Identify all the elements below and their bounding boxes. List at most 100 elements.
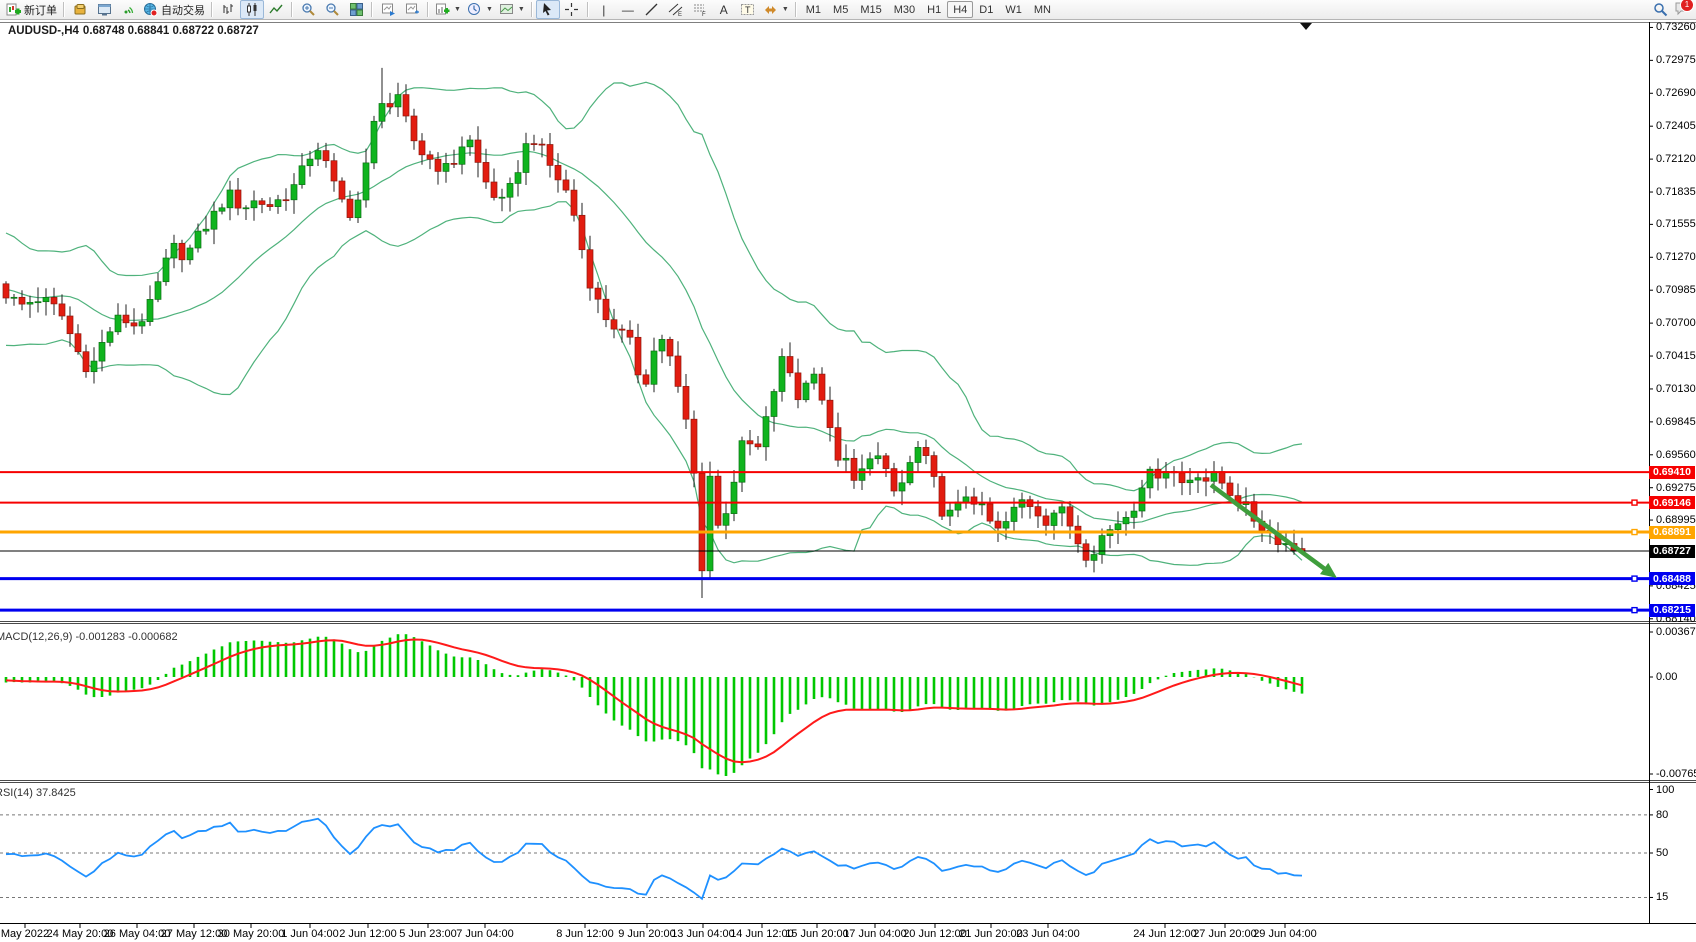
candle[interactable] (578, 214, 586, 251)
candle[interactable] (210, 210, 218, 230)
candle[interactable] (242, 207, 250, 210)
candle[interactable] (330, 160, 338, 182)
bar-shift-marker[interactable] (1300, 23, 1312, 30)
candle[interactable] (378, 103, 386, 122)
candle[interactable] (1114, 523, 1122, 530)
candle[interactable] (842, 457, 850, 461)
candle[interactable] (866, 458, 874, 470)
candle[interactable] (698, 472, 706, 572)
candle[interactable] (266, 204, 274, 207)
candle[interactable] (730, 481, 738, 514)
candle[interactable] (674, 355, 682, 387)
candle[interactable] (930, 455, 938, 477)
candle[interactable] (274, 199, 282, 207)
candle[interactable] (690, 418, 698, 474)
zoom-out-button[interactable] (320, 0, 344, 19)
zoom-in-button[interactable] (296, 0, 320, 19)
template-button[interactable]: ▼ (496, 0, 528, 19)
candle[interactable] (306, 158, 314, 167)
candle[interactable] (178, 242, 186, 261)
candle[interactable] (618, 328, 626, 331)
timeframe-button-H4[interactable]: H4 (947, 1, 974, 18)
candle[interactable] (50, 297, 58, 305)
bollinger-middle[interactable] (5, 150, 1303, 524)
candle[interactable] (514, 172, 522, 184)
vertical-line-button[interactable]: | (592, 0, 616, 19)
gold-cube-button[interactable] (68, 0, 92, 19)
candle[interactable] (282, 199, 290, 202)
new-order-button[interactable]: 新订单 (3, 0, 60, 19)
search-icon[interactable] (1653, 2, 1668, 17)
candle[interactable] (754, 443, 762, 448)
candle[interactable] (682, 386, 690, 420)
candle[interactable] (890, 468, 898, 492)
channel-button[interactable]: E (664, 0, 688, 19)
candle[interactable] (58, 303, 66, 317)
chart-shift-button[interactable] (400, 0, 424, 19)
autotrade-button[interactable]: 自动交易 (140, 0, 208, 19)
candle[interactable] (1090, 554, 1098, 561)
candle[interactable] (290, 184, 298, 201)
candle[interactable] (314, 150, 322, 160)
candle[interactable] (450, 163, 458, 165)
cursor-button[interactable] (535, 0, 560, 19)
timeframe-button-MN[interactable]: MN (1033, 3, 1051, 16)
candle[interactable] (1130, 510, 1138, 518)
candle[interactable] (170, 242, 178, 259)
candle[interactable] (506, 183, 514, 198)
candle[interactable] (1050, 512, 1058, 526)
candle[interactable] (1186, 479, 1194, 484)
candle[interactable] (74, 333, 82, 353)
candle[interactable] (10, 296, 18, 299)
candle[interactable] (26, 302, 34, 305)
candle[interactable] (202, 228, 210, 232)
price-badge-0.68727[interactable]: 0.68727 (1649, 544, 1695, 558)
candle[interactable] (914, 447, 922, 463)
timeframe-button-M15[interactable]: M15 (860, 3, 882, 16)
candle[interactable] (146, 299, 154, 322)
candle[interactable] (90, 360, 98, 373)
candle[interactable] (66, 315, 74, 335)
candle[interactable] (666, 339, 674, 357)
tile-windows-button[interactable] (344, 0, 368, 19)
candle[interactable] (402, 94, 410, 117)
candle[interactable] (122, 314, 130, 324)
terminal-window-button[interactable] (92, 0, 116, 19)
fibonacci-button[interactable]: F (688, 0, 712, 19)
candle[interactable] (810, 373, 818, 384)
timeframe-button-M5[interactable]: M5 (833, 3, 849, 16)
candle[interactable] (858, 468, 866, 481)
candle[interactable] (354, 199, 362, 219)
candle[interactable] (898, 482, 906, 492)
trend-arrow-line[interactable] (1209, 483, 1331, 574)
timeframe-button-M1[interactable]: M1 (805, 3, 822, 16)
candle[interactable] (786, 356, 794, 374)
candle[interactable] (826, 399, 834, 428)
candle[interactable] (650, 350, 658, 385)
trend-arrow-head[interactable] (1319, 562, 1337, 578)
candle[interactable] (962, 496, 970, 503)
level-drag-handle[interactable] (1631, 575, 1638, 582)
candle[interactable] (802, 382, 810, 401)
level-drag-handle[interactable] (1631, 499, 1638, 506)
candle[interactable] (834, 427, 842, 461)
candle[interactable] (970, 496, 978, 505)
candle[interactable] (1226, 482, 1234, 496)
candle[interactable] (1098, 535, 1106, 555)
timeframe-button-H1[interactable]: H1 (927, 3, 942, 16)
period-button[interactable]: ▼ (464, 0, 496, 19)
candle[interactable] (362, 162, 370, 201)
candle[interactable] (466, 139, 474, 148)
candle[interactable] (418, 140, 426, 156)
candle[interactable] (226, 189, 234, 209)
candle[interactable] (1082, 543, 1090, 561)
candlestick-chart-button[interactable] (240, 0, 264, 19)
candle[interactable] (770, 391, 778, 417)
candle[interactable] (938, 476, 946, 517)
candle[interactable] (762, 416, 770, 448)
crosshair-button[interactable] (560, 0, 584, 19)
candle[interactable] (882, 455, 890, 469)
candle[interactable] (1010, 506, 1018, 522)
candle[interactable] (1218, 471, 1226, 484)
